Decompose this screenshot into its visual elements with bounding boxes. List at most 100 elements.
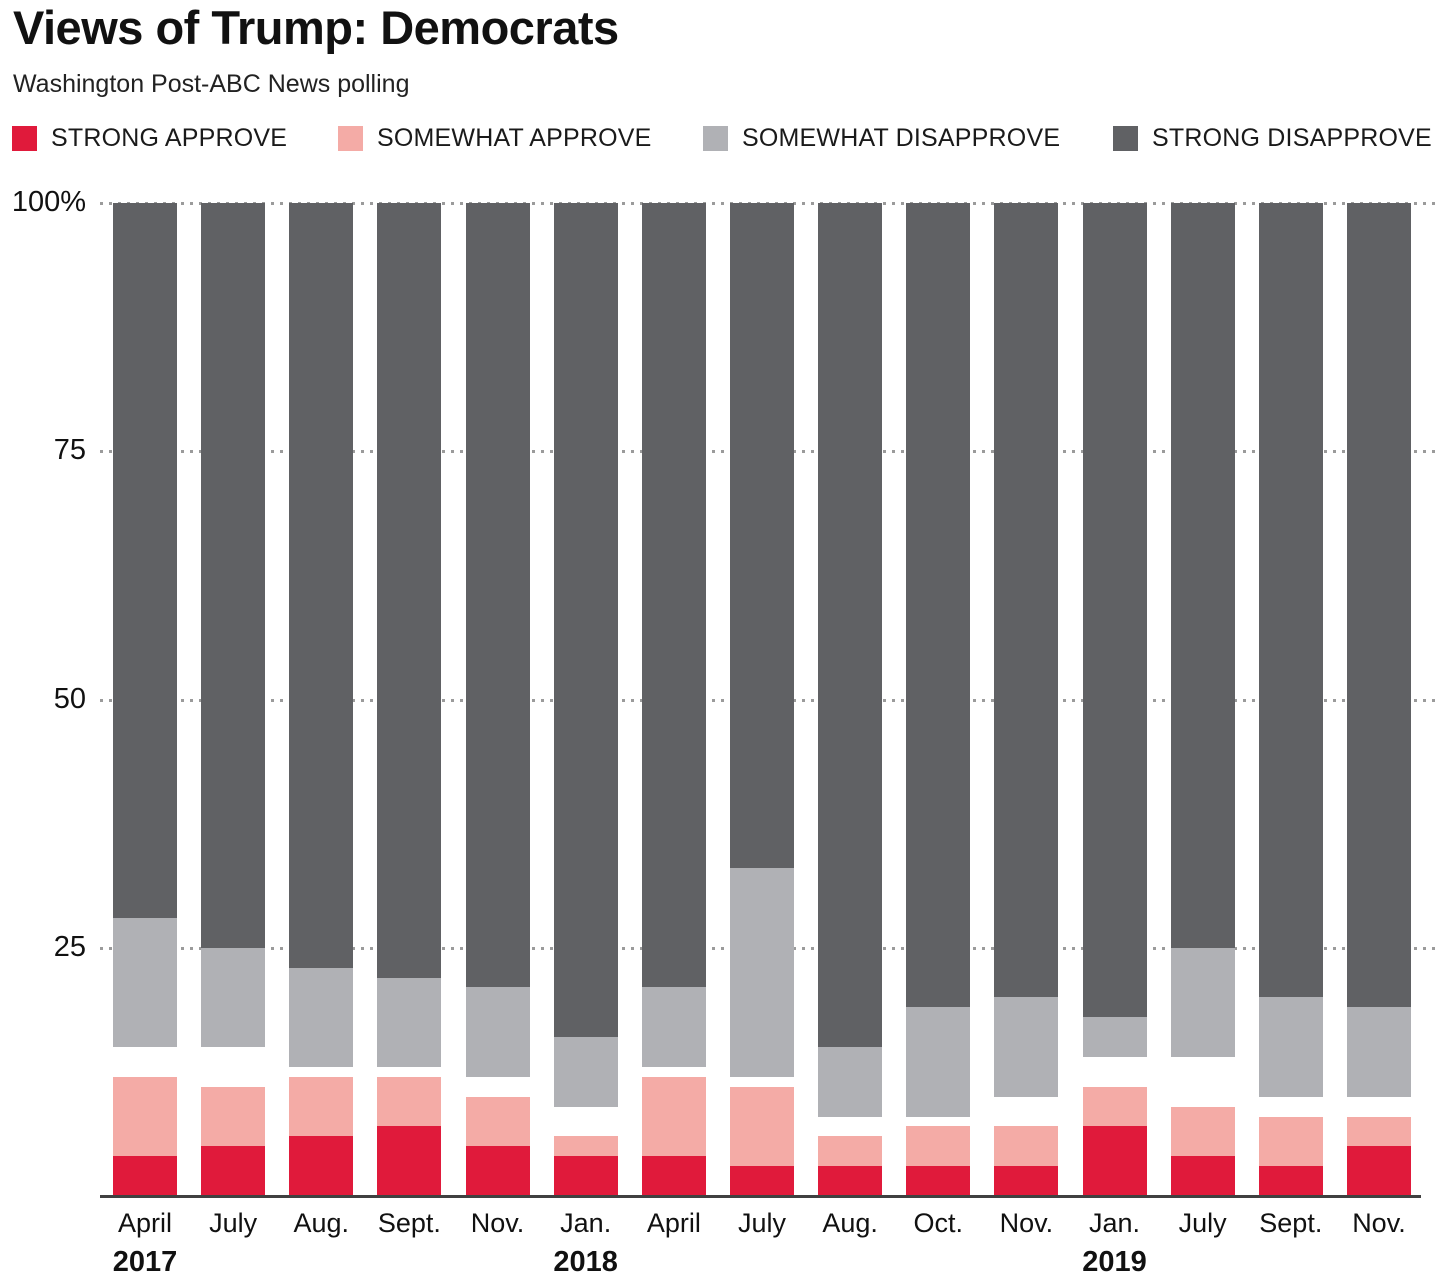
- chart-subtitle: Washington Post-ABC News polling: [13, 70, 410, 98]
- x-tick-label: Nov.: [1352, 1208, 1406, 1238]
- year-label: 2019: [1082, 1246, 1147, 1278]
- legend-item: SOMEWHAT DISAPPROVE: [703, 124, 1060, 153]
- plot-area: [0, 202, 1440, 1198]
- page-title: Views of Trump: Democrats: [13, 2, 619, 54]
- segment-somewhat-disapprove: [113, 917, 177, 1048]
- x-tick-label: July: [1178, 1208, 1227, 1238]
- segment-somewhat-approve: [729, 1086, 794, 1167]
- x-tick-label: Sept.: [1259, 1208, 1323, 1238]
- segment-somewhat-disapprove: [729, 868, 794, 1077]
- segment-somewhat-disapprove: [1258, 997, 1323, 1097]
- segment-strong-disapprove: [1258, 203, 1323, 998]
- segment-strong-disapprove: [113, 203, 177, 918]
- year-label: 2017: [112, 1246, 178, 1278]
- x-tick-label: July: [209, 1208, 258, 1238]
- segment-strong-disapprove: [553, 203, 618, 1038]
- segment-strong-disapprove: [906, 203, 971, 1008]
- x-tick-label: Nov.: [470, 1208, 525, 1238]
- segment-somewhat-approve: [201, 1086, 266, 1147]
- x-tick-label: Nov.: [999, 1208, 1054, 1238]
- x-axis-line: [100, 1195, 1421, 1198]
- segment-somewhat-disapprove: [465, 987, 530, 1077]
- segment-somewhat-approve: [1346, 1116, 1411, 1147]
- segment-strong-disapprove: [377, 203, 442, 978]
- legend-swatch: [338, 126, 363, 151]
- segment-strong-disapprove: [994, 203, 1059, 998]
- year-label: 2018: [553, 1246, 618, 1278]
- segment-somewhat-disapprove: [377, 977, 442, 1067]
- segment-strong-disapprove: [289, 203, 354, 968]
- segment-strong-approve: [906, 1166, 971, 1196]
- legend-label: SOMEWHAT APPROVE: [377, 124, 652, 152]
- segment-strong-disapprove: [465, 203, 530, 988]
- y-tick-label: 50: [53, 682, 86, 715]
- segment-somewhat-disapprove: [906, 1007, 971, 1117]
- x-tick-label: July: [737, 1208, 786, 1238]
- legend-swatch: [1113, 126, 1138, 151]
- segment-somewhat-approve: [289, 1076, 354, 1137]
- x-tick-label: April: [117, 1208, 172, 1238]
- segment-strong-approve: [641, 1156, 706, 1196]
- segment-strong-disapprove: [1170, 203, 1235, 948]
- segment-strong-disapprove: [1082, 203, 1147, 1018]
- x-tick-label: Sept.: [377, 1208, 441, 1238]
- segment-somewhat-disapprove: [201, 947, 266, 1048]
- legend-swatch: [703, 126, 728, 151]
- segment-strong-approve: [113, 1156, 177, 1196]
- segment-somewhat-disapprove: [818, 1047, 883, 1117]
- segment-strong-approve: [553, 1156, 618, 1196]
- x-tick-label: Jan.: [1089, 1208, 1141, 1238]
- segment-strong-disapprove: [818, 203, 883, 1048]
- legend-item: STRONG APPROVE: [12, 124, 287, 153]
- segment-strong-disapprove: [641, 203, 706, 988]
- segment-somewhat-approve: [553, 1136, 618, 1157]
- segment-somewhat-disapprove: [289, 967, 354, 1067]
- y-tick-label: 100%: [11, 186, 86, 218]
- legend-label: STRONG APPROVE: [51, 124, 288, 152]
- segment-strong-approve: [1170, 1156, 1235, 1196]
- segment-somewhat-approve: [113, 1076, 177, 1157]
- segment-strong-approve: [1258, 1166, 1323, 1196]
- segment-somewhat-approve: [1082, 1086, 1147, 1127]
- legend-item: STRONG DISAPPROVE: [1113, 124, 1432, 153]
- x-tick-label: Aug.: [293, 1208, 350, 1238]
- legend-label: STRONG DISAPPROVE: [1152, 124, 1432, 152]
- y-tick-label: 25: [53, 930, 86, 963]
- segment-somewhat-disapprove: [1082, 1017, 1147, 1057]
- x-tick-label: Jan.: [560, 1208, 612, 1238]
- segment-somewhat-approve: [1170, 1106, 1235, 1157]
- segment-somewhat-disapprove: [1346, 1007, 1411, 1097]
- segment-strong-approve: [377, 1126, 442, 1196]
- chart-legend: STRONG APPROVE SOMEWHAT APPROVE SOMEWHAT D…: [0, 124, 1440, 156]
- y-tick-label: 75: [53, 434, 86, 467]
- segment-somewhat-disapprove: [553, 1037, 618, 1107]
- segment-strong-disapprove: [729, 203, 794, 869]
- segment-strong-approve: [201, 1146, 266, 1196]
- legend-item: SOMEWHAT APPROVE: [338, 124, 652, 153]
- segment-strong-approve: [729, 1166, 794, 1196]
- segment-somewhat-disapprove: [994, 997, 1059, 1097]
- x-tick-label: April: [646, 1208, 701, 1238]
- segment-somewhat-approve: [994, 1126, 1059, 1167]
- segment-strong-approve: [994, 1166, 1059, 1196]
- segment-somewhat-approve: [906, 1126, 971, 1167]
- page-title-prefix: Views of Trump:: [13, 1, 381, 54]
- legend-swatch: [12, 126, 37, 151]
- x-tick-label: Oct.: [913, 1208, 963, 1238]
- page-title-emphasis: Democrats: [380, 1, 619, 54]
- segment-strong-disapprove: [201, 203, 266, 948]
- legend-label: SOMEWHAT DISAPPROVE: [742, 124, 1061, 152]
- segment-somewhat-disapprove: [641, 987, 706, 1067]
- segment-strong-approve: [289, 1136, 354, 1196]
- segment-somewhat-approve: [641, 1076, 706, 1157]
- segment-strong-disapprove: [1346, 203, 1411, 1008]
- segment-strong-approve: [1082, 1126, 1147, 1196]
- segment-strong-approve: [818, 1166, 883, 1196]
- segment-strong-approve: [465, 1146, 530, 1196]
- segment-somewhat-approve: [1258, 1116, 1323, 1167]
- segment-somewhat-approve: [818, 1136, 883, 1167]
- segment-strong-approve: [1346, 1146, 1411, 1196]
- x-tick-label: Aug.: [822, 1208, 878, 1238]
- segment-somewhat-disapprove: [1170, 947, 1235, 1057]
